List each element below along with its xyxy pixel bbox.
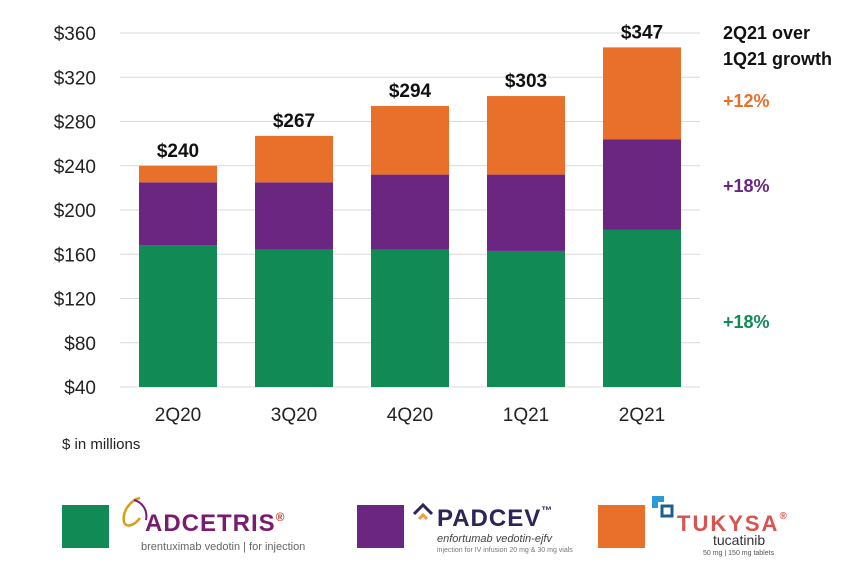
bar-adcetris-1q21 [487,250,565,387]
bar-tukysa-2q20 [139,165,217,183]
legend-label-tukysa: TUKYSA® [677,511,789,537]
stacked-bar-chart: $40 $80 $120 $160 $200 $240 $280 $320 $360 $240 2Q… [54,22,700,426]
total-label: $303 [505,71,547,92]
padcev-logo-icon [412,502,434,521]
y-tick-label: $120 [54,290,96,311]
y-tick-label: $360 [54,24,96,45]
y-tick-label: $40 [64,378,96,399]
legend-label-padcev: PADCEV™ [437,505,553,533]
adcetris-form: for injection [249,541,306,553]
y-tick-label: $80 [64,334,96,355]
total-label: $294 [389,81,432,102]
y-tick-label: $240 [54,157,96,178]
bar-adcetris-3q20 [255,249,333,387]
growth-title: 2Q21 over 1Q21 growth [723,20,832,72]
padcev-reg: ™ [541,505,554,517]
total-label: $240 [157,141,199,162]
padcev-generic: enfortumab vedotin-ejfv [437,533,552,545]
growth-title-line2: 1Q21 growth [723,49,833,69]
legend-swatch-tukysa [598,505,645,548]
y-tick-label: $280 [54,113,96,134]
growth-title-line1: 2Q21 over [723,23,811,43]
y-tick-label: $200 [54,201,96,222]
bar-padcev-4q20 [371,174,449,250]
x-tick-label: 2Q21 [619,405,665,426]
tukysa-generic: tucatinib [713,532,766,548]
bar-padcev-2q20 [139,182,217,246]
adcetris-generic: brentuximab vedotin | for injection [141,541,306,553]
units-note: $ in millions [62,436,141,453]
bar-tukysa-3q20 [255,135,333,183]
x-tick-label: 4Q20 [387,405,433,426]
tukysa-form: 50 mg | 150 mg tablets [703,550,775,557]
adcetris-logo-icon [122,496,148,527]
x-tick-label: 2Q20 [155,405,201,426]
y-tick-label: $160 [54,245,96,266]
legend-swatch-adcetris [62,505,109,548]
tukysa-reg: ® [779,511,789,522]
total-label: $267 [273,111,315,132]
bar-adcetris-4q20 [371,249,449,387]
bar-adcetris-2q20 [139,245,217,387]
total-label: $347 [621,22,663,43]
growth-adcetris: +18% [723,312,770,332]
adcetris-reg: ® [275,510,286,524]
padcev-name: PADCEV [437,505,542,532]
growth-tukysa: +12% [723,91,770,111]
x-tick-label: 3Q20 [271,405,317,426]
tukysa-name: TUKYSA [677,511,780,536]
growth-padcev: +18% [723,176,770,196]
bar-tukysa-1q21 [487,96,565,175]
y-tick-label: $320 [54,68,96,89]
bar-adcetris-2q21 [603,229,681,387]
legend-swatch-padcev [357,505,404,548]
bar-padcev-3q20 [255,182,333,250]
adcetris-name: ADCETRIS [145,510,276,537]
bar-tukysa-4q20 [371,106,449,175]
bar-padcev-2q21 [603,139,681,230]
legend-label-adcetris: ADCETRIS® [145,510,286,538]
x-tick-label: 1Q21 [503,405,549,426]
adcetris-generic-name: brentuximab vedotin [141,541,241,553]
padcev-form: injection for IV infusion 20 mg & 30 mg … [437,547,573,554]
tukysa-logo-icon [652,496,674,518]
bar-tukysa-2q21 [603,47,681,140]
bar-padcev-1q21 [487,174,565,251]
